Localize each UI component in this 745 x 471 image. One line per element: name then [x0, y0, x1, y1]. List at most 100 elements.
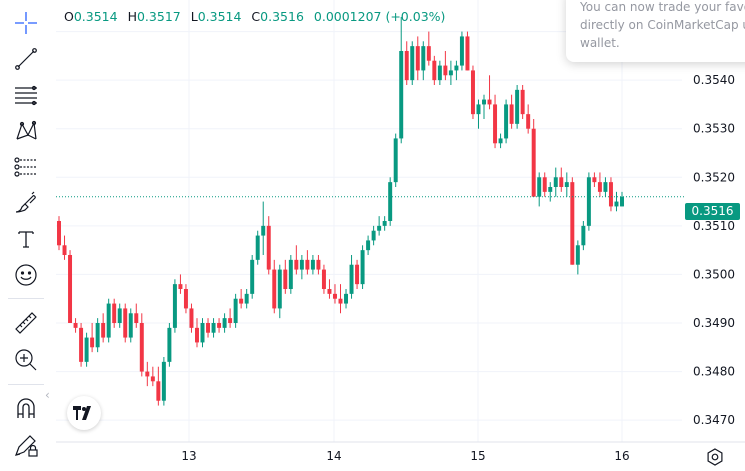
popup-line-3: wallet. — [580, 36, 620, 50]
candle-body — [515, 89, 520, 124]
candle-body — [520, 89, 525, 115]
price-tick-label: 0.3490 — [693, 316, 735, 330]
candle-body — [597, 182, 602, 192]
horizontal-lines-icon[interactable] — [8, 80, 44, 110]
candle-body — [338, 298, 343, 304]
close-value: 0.3516 — [260, 9, 304, 24]
ohlc-legend: O0.3514 H0.3517 L0.3514 C0.3516 0.000120… — [64, 9, 451, 24]
candle-body — [470, 70, 475, 115]
candle-body — [167, 327, 172, 362]
candle-body — [542, 177, 547, 192]
candle-body — [95, 323, 100, 348]
prediction-icon[interactable] — [8, 152, 44, 182]
price-tick-label: 0.3500 — [693, 267, 735, 281]
candle-body — [377, 225, 382, 231]
open-label: O — [64, 9, 74, 24]
candle-body — [476, 104, 481, 115]
candle-body — [614, 201, 619, 207]
candle-body — [79, 327, 84, 362]
candle-body — [106, 303, 111, 338]
candle-body — [68, 255, 73, 323]
candle-body — [553, 177, 558, 187]
candle-body — [426, 46, 431, 61]
candle-body — [608, 182, 613, 207]
candle-body — [156, 381, 161, 401]
low-value: 0.3514 — [197, 9, 242, 24]
candle-body — [222, 318, 227, 328]
price-tick-label: 0.3520 — [693, 170, 735, 184]
candle-body — [255, 235, 260, 260]
tradingview-logo-icon — [73, 406, 91, 420]
price-axis[interactable]: 0.3470 0.3480 0.3490 0.3500 0.3510 0.3520 0.35… — [693, 25, 735, 428]
candle-body — [206, 323, 211, 333]
candle-body — [382, 221, 387, 226]
candle-body — [128, 313, 133, 338]
ruler-icon[interactable] — [8, 308, 44, 338]
time-tick-label: 13 — [181, 449, 196, 463]
candle-body — [299, 259, 304, 270]
candle-body — [432, 60, 437, 81]
candle-body — [371, 230, 376, 241]
pattern-icon[interactable] — [8, 116, 44, 146]
candle-body — [482, 99, 486, 105]
candle-body — [283, 269, 288, 289]
candle-body — [415, 46, 420, 71]
candle-body — [73, 323, 78, 328]
price-tick-label: 0.3510 — [693, 219, 735, 233]
candle-body — [62, 245, 67, 255]
candle-body — [161, 361, 166, 401]
candle-body — [531, 128, 536, 197]
text-icon[interactable] — [8, 224, 44, 254]
candle-body — [443, 65, 448, 76]
candle-body — [294, 259, 299, 270]
candle-body — [349, 264, 354, 294]
candle-body — [189, 308, 194, 328]
candle-body — [90, 337, 95, 348]
candle-body — [410, 46, 415, 81]
candle-body — [57, 221, 61, 246]
brush-icon[interactable] — [8, 188, 44, 218]
candle-body — [526, 114, 531, 129]
time-tick-label: 16 — [614, 449, 629, 463]
candle-body — [183, 289, 188, 309]
toolbar-divider — [8, 298, 44, 299]
candle-body — [570, 182, 575, 265]
candle-body — [84, 337, 89, 362]
candle-body — [620, 196, 624, 207]
lock-drawings-icon[interactable] — [8, 430, 44, 460]
candle-body — [366, 240, 371, 251]
candle-body — [316, 259, 321, 270]
tradingview-logo[interactable] — [67, 396, 101, 430]
settings-gear-icon[interactable] — [705, 447, 725, 467]
close-label: C — [251, 9, 261, 24]
time-axis[interactable]: 13 14 15 16 — [181, 449, 629, 463]
low-label: L — [190, 9, 198, 24]
collapse-toolbar-icon[interactable]: ‹ — [45, 388, 50, 402]
magnet-icon[interactable] — [8, 394, 44, 424]
time-tick-label: 14 — [326, 449, 341, 463]
candle-body — [272, 269, 277, 309]
candle-body — [581, 225, 586, 246]
emoji-icon[interactable] — [8, 260, 44, 290]
candle-body — [487, 99, 492, 105]
candle-body — [393, 138, 398, 183]
candle-body — [239, 298, 244, 304]
zoom-in-icon[interactable] — [8, 345, 44, 375]
candle-body — [575, 245, 580, 265]
notification-popup[interactable]: You can now trade your favo directly on … — [566, 0, 745, 62]
chart-grid — [56, 0, 682, 442]
candle-body — [250, 259, 255, 294]
trend-line-icon[interactable] — [8, 44, 44, 74]
crosshair-icon[interactable] — [8, 8, 44, 38]
candle-body — [134, 313, 139, 323]
candle-body — [421, 46, 426, 71]
candle-body — [454, 65, 459, 71]
candle-body — [145, 371, 150, 377]
candle-body — [211, 323, 216, 333]
price-tick-label: 0.3530 — [693, 122, 735, 136]
price-tick-label: 0.3480 — [693, 365, 735, 379]
candle-body — [548, 187, 553, 192]
candle-body — [310, 259, 315, 270]
popup-line-2: directly on CoinMarketCap us — [580, 18, 745, 32]
